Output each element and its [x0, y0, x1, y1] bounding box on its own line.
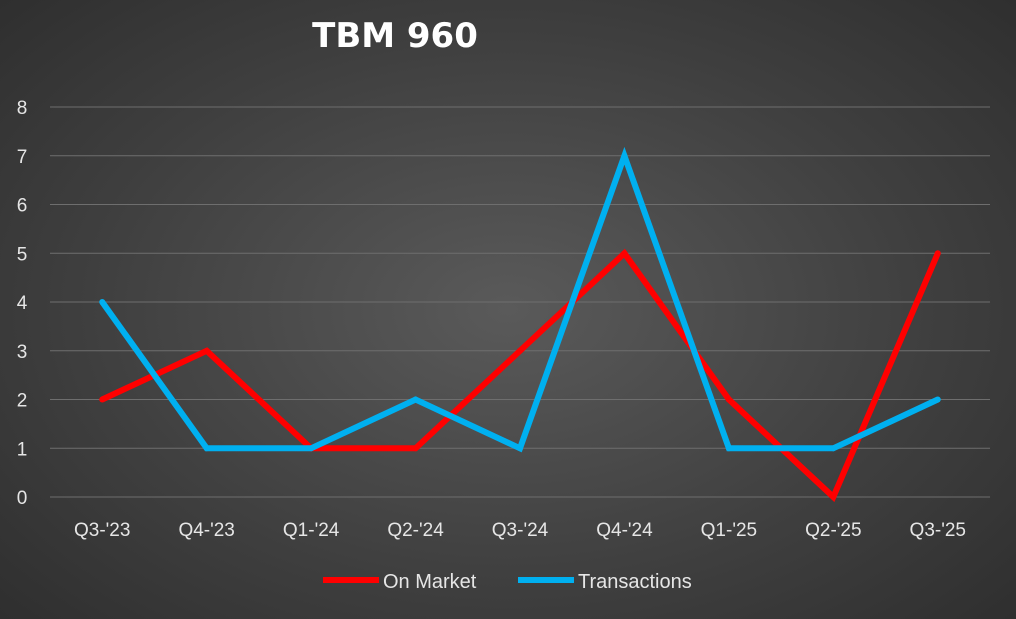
- y-tick-label: 0: [17, 488, 28, 509]
- data-point: [725, 445, 732, 452]
- data-point: [934, 396, 941, 403]
- y-tick-label: 3: [17, 342, 28, 363]
- y-tick-label: 2: [17, 391, 28, 412]
- data-point: [308, 445, 315, 452]
- y-tick-label: 6: [17, 196, 28, 217]
- data-point: [621, 152, 628, 159]
- data-point: [830, 445, 837, 452]
- data-point: [621, 250, 628, 257]
- data-point: [412, 445, 419, 452]
- data-point: [99, 299, 106, 305]
- x-axis-ticks: Q3-'23 Q4-'23 Q1-'24 Q2-'24 Q3-'24 Q4-'24 Q1-'…: [74, 520, 966, 541]
- legend-label: On Market: [383, 571, 477, 593]
- data-point: [725, 396, 732, 403]
- series-lines: [99, 146, 941, 503]
- x-tick-label: Q2-'25: [805, 520, 861, 541]
- data-point: [99, 396, 106, 403]
- legend: On Market Transactions: [323, 571, 692, 593]
- data-point: [830, 494, 837, 500]
- data-point: [517, 347, 523, 354]
- chart-title: TBM 960: [312, 16, 478, 56]
- x-tick-label: Q1-'25: [701, 520, 757, 541]
- y-tick-label: 1: [17, 439, 28, 460]
- y-tick-label: 4: [17, 293, 28, 314]
- data-point: [934, 250, 941, 257]
- x-tick-label: Q4-'24: [596, 520, 653, 541]
- series-line-0: [100, 248, 941, 503]
- y-tick-label: 7: [17, 147, 28, 168]
- y-tick-label: 8: [17, 98, 28, 119]
- x-tick-label: Q3-'23: [74, 520, 130, 541]
- x-tick-label: Q3-'24: [492, 520, 549, 541]
- data-point: [203, 445, 210, 452]
- x-tick-label: Q1-'24: [283, 520, 340, 541]
- legend-label: Transactions: [578, 571, 692, 593]
- x-tick-label: Q4-'23: [178, 520, 234, 541]
- y-tick-label: 5: [17, 244, 28, 265]
- y-axis-ticks: 0 1 2 3 4 5 6 7 8: [17, 98, 28, 509]
- x-tick-label: Q3-'25: [910, 520, 966, 541]
- data-point: [517, 445, 523, 452]
- x-tick-label: Q2-'24: [387, 520, 444, 541]
- data-point: [203, 347, 210, 354]
- data-point: [412, 396, 419, 403]
